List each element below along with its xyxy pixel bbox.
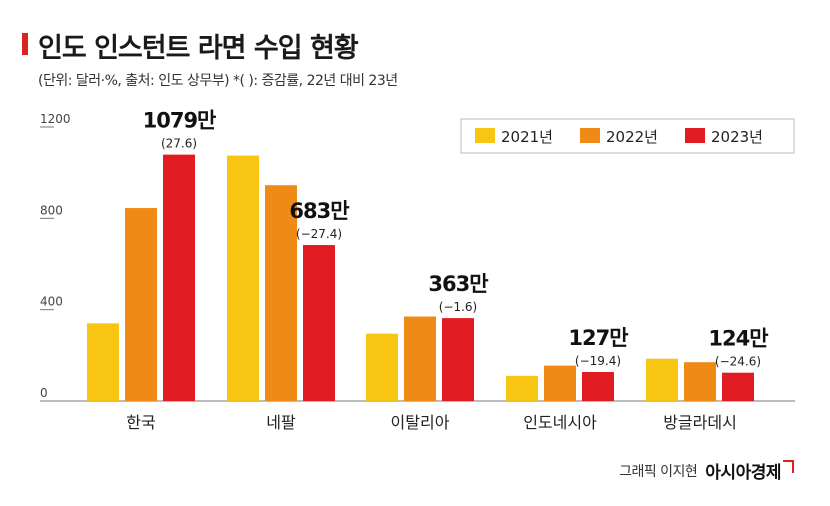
legend-label: 2021년 bbox=[501, 128, 553, 146]
change-label: (27.6) bbox=[161, 137, 197, 151]
category-label: 한국 bbox=[126, 413, 155, 432]
chart-subtitle: (단위: 달러·%, 출처: 인도 상무부) *( ): 증감률, 22년 대비… bbox=[38, 73, 398, 89]
bar-1-1 bbox=[87, 323, 119, 401]
logo-mark-icon bbox=[783, 460, 794, 473]
bar-3-1 bbox=[163, 154, 195, 401]
legend-swatch-3 bbox=[685, 128, 705, 143]
y-tick-label: 1200 bbox=[40, 112, 71, 126]
bar-1-3 bbox=[366, 333, 398, 401]
y-tick-label: 0 bbox=[40, 386, 48, 400]
bar-1-4 bbox=[506, 375, 538, 401]
change-label: (−19.4) bbox=[575, 354, 621, 368]
category-label: 방글라데시 bbox=[663, 413, 737, 432]
change-label: (−24.6) bbox=[715, 355, 761, 369]
category-label: 이탈리아 bbox=[391, 413, 450, 432]
y-tick-label: 400 bbox=[40, 295, 63, 309]
bar-3-3 bbox=[442, 318, 474, 401]
credit-author: 그래픽 이지현 bbox=[619, 463, 698, 480]
bar-2-4 bbox=[544, 365, 576, 401]
value-label: 1079만 bbox=[143, 109, 216, 133]
bar-3-5 bbox=[722, 372, 754, 401]
category-label: 인도네시아 bbox=[523, 413, 597, 432]
legend-swatch-1 bbox=[475, 128, 495, 143]
value-label: 683만 bbox=[289, 199, 349, 223]
legend-label: 2023년 bbox=[711, 128, 763, 146]
publisher-logo: 아시아경제 bbox=[705, 463, 781, 483]
bar-3-2 bbox=[303, 245, 335, 401]
value-label: 124만 bbox=[708, 327, 768, 351]
legend-box bbox=[460, 118, 795, 154]
change-label: (−1.6) bbox=[439, 300, 478, 314]
bar-2-2 bbox=[265, 185, 297, 401]
credit-line: 그래픽 이지현 아시아경제 bbox=[619, 458, 794, 483]
title-accent-bar bbox=[22, 33, 28, 55]
bar-1-2 bbox=[227, 155, 259, 401]
legend-swatch-2 bbox=[580, 128, 600, 143]
change-label: (−27.4) bbox=[296, 227, 342, 241]
value-label: 127만 bbox=[568, 326, 628, 350]
page-title: 인도 인스턴트 라면 수입 현황 bbox=[38, 33, 359, 64]
bar-2-5 bbox=[684, 362, 716, 401]
bar-2-1 bbox=[125, 208, 157, 401]
category-label: 네팔 bbox=[266, 413, 296, 432]
value-label: 363만 bbox=[428, 272, 488, 296]
bar-3-4 bbox=[582, 372, 614, 401]
bar-2-3 bbox=[404, 316, 436, 401]
y-tick-label: 800 bbox=[40, 203, 63, 217]
legend-label: 2022년 bbox=[606, 128, 658, 146]
bar-1-5 bbox=[646, 358, 678, 401]
